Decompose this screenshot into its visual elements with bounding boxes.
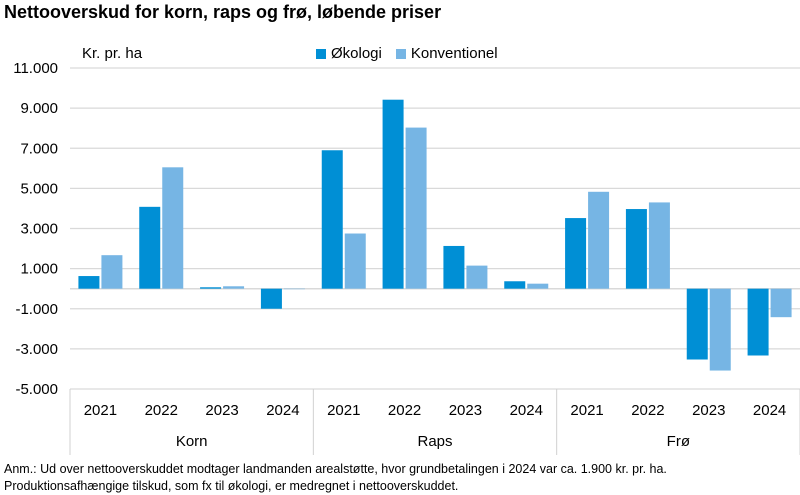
- y-tick-label: -1.000: [15, 301, 58, 318]
- y-tick-label: 5.000: [20, 180, 58, 197]
- x-tick-label: 2024: [753, 402, 786, 419]
- x-tick-label: 2024: [510, 402, 543, 419]
- bar-konventionel: [101, 255, 123, 289]
- footnote-line: Anm.: Ud over nettooverskuddet modtager …: [4, 462, 667, 476]
- bar-konventionel: [527, 283, 549, 289]
- group-label: Raps: [417, 433, 452, 450]
- bar-konventionel: [162, 167, 184, 289]
- bar-konventionel: [588, 191, 610, 289]
- bar-konventionel: [405, 127, 427, 289]
- x-tick-label: 2022: [145, 402, 178, 419]
- bar-okologi: [625, 209, 647, 289]
- legend-label: Økologi: [331, 45, 382, 62]
- x-tick-label: 2023: [205, 402, 238, 419]
- bar-konventionel: [770, 288, 792, 318]
- legend-label: Konventionel: [410, 45, 498, 62]
- bar-okologi: [686, 288, 708, 360]
- legend-swatch: [316, 48, 326, 59]
- legend-swatch: [395, 48, 406, 59]
- bar-okologi: [260, 288, 282, 309]
- x-tick-label: 2024: [266, 402, 299, 419]
- chart-title: Nettooverskud for korn, raps og frø, løb…: [4, 2, 442, 22]
- x-tick-label: 2021: [84, 402, 117, 419]
- y-tick-label: 3.000: [20, 221, 58, 238]
- x-tick-label: 2021: [570, 402, 603, 419]
- legend: Økologi Konventionel: [316, 45, 498, 62]
- group-label: Frø: [667, 433, 690, 450]
- bar-okologi: [504, 281, 526, 289]
- bar-okologi: [78, 276, 100, 289]
- x-tick-label: 2023: [692, 402, 725, 419]
- legend-item-okologi: Økologi: [316, 45, 382, 62]
- bar-okologi: [565, 218, 587, 289]
- bar-okologi: [139, 206, 161, 289]
- bar-okologi: [200, 287, 222, 289]
- x-tick-label: 2022: [631, 402, 664, 419]
- bar-konventionel: [223, 286, 245, 289]
- y-tick-label: 1.000: [20, 261, 58, 278]
- legend-item-konventionel: Konventionel: [395, 45, 498, 62]
- y-tick-label: -3.000: [15, 341, 58, 358]
- bar-okologi: [747, 288, 769, 356]
- bar-okologi: [443, 245, 465, 289]
- x-tick-label: 2022: [388, 402, 421, 419]
- bar-konventionel: [283, 288, 305, 290]
- y-axis-label: Kr. pr. ha: [82, 45, 143, 62]
- x-tick-label: 2021: [327, 402, 360, 419]
- bar-okologi: [382, 99, 404, 289]
- y-tick-label: -5.000: [15, 381, 58, 398]
- footnote-line: Produktionsafhængige tilskud, som fx til…: [4, 479, 459, 493]
- bar-konventionel: [709, 288, 731, 371]
- footnote: Anm.: Ud over nettooverskuddet modtager …: [4, 461, 667, 495]
- bar-okologi: [321, 150, 343, 289]
- x-tick-label: 2023: [449, 402, 482, 419]
- y-tick-label: 7.000: [20, 140, 58, 157]
- bar-konventionel: [344, 233, 366, 289]
- y-tick-label: 11.000: [13, 60, 58, 77]
- bar-konventionel: [648, 202, 670, 289]
- y-tick-label: 9.000: [20, 100, 58, 117]
- bar-konventionel: [466, 265, 488, 289]
- group-label: Korn: [176, 433, 208, 450]
